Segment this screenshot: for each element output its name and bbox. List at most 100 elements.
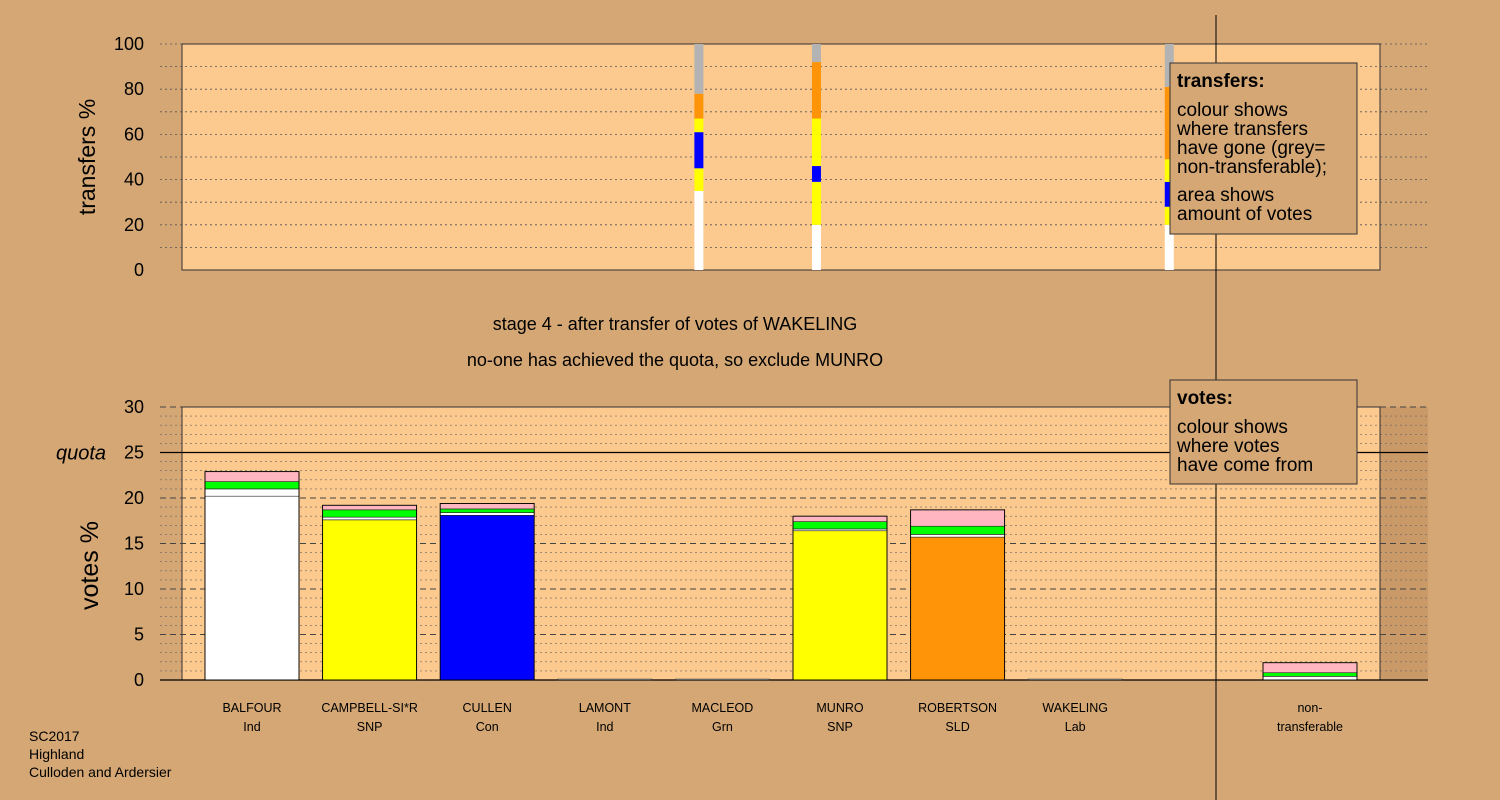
- transfer-segment: [1164, 206, 1174, 225]
- transfer-segment: [811, 44, 821, 63]
- votes-legend-box: [1169, 379, 1358, 485]
- vote-bar-outline: [322, 504, 418, 681]
- vote-segment: [1262, 676, 1358, 681]
- votes-y-tick-label: 15: [124, 534, 144, 554]
- candidate-party-label: Con: [476, 720, 499, 734]
- votes-y-axis-label: votes %: [76, 521, 104, 610]
- quota-label: quota: [56, 443, 106, 465]
- transfer-segment: [694, 132, 704, 169]
- vote-segment: [1262, 672, 1358, 677]
- vote-segment: [439, 508, 535, 513]
- candidate-name-label: CAMPBELL-SI*R: [321, 701, 418, 715]
- vote-segment: [1262, 662, 1358, 674]
- vote-segment: [910, 509, 1005, 527]
- vote-bar-outline: [910, 509, 1006, 681]
- transfers-legend-box: [1169, 62, 1358, 235]
- candidate-party-label: transferable: [1277, 720, 1343, 734]
- candidate-party-label: Ind: [596, 720, 613, 734]
- transfers-legend-text: where transfers: [1176, 119, 1308, 140]
- transfer-segment: [1164, 86, 1174, 160]
- transfer-segment: [811, 181, 821, 225]
- vote-segment: [910, 536, 1005, 681]
- candidate-party-label: Ind: [243, 720, 260, 734]
- vote-bar-outline: [204, 471, 300, 681]
- candidate-party-label: Grn: [712, 720, 733, 734]
- candidate-name-label: non-: [1297, 701, 1322, 715]
- votes-legend-text: where votes: [1176, 436, 1279, 457]
- transfers-legend-text: amount of votes: [1177, 204, 1312, 225]
- candidate-name-label: MACLEOD: [691, 701, 753, 715]
- vote-segment: [792, 515, 888, 522]
- candidate-name-label: ROBERTSON: [918, 701, 997, 715]
- vote-segment: [792, 530, 888, 681]
- vote-segment: [204, 481, 300, 490]
- vote-segment: [204, 495, 300, 681]
- transfers-y-tick-label: 60: [124, 124, 144, 144]
- candidate-name-label: BALFOUR: [222, 701, 281, 715]
- vote-segment: [439, 514, 535, 681]
- vote-segment: [322, 519, 417, 681]
- transfers-y-tick-label: 20: [124, 215, 144, 235]
- candidate-party-label: SNP: [357, 720, 383, 734]
- transfers-legend-text: non-transferable);: [1177, 157, 1327, 178]
- transfer-segment: [1164, 181, 1174, 207]
- transfers-y-tick-label: 100: [114, 34, 144, 54]
- constituency-footer: SC2017 Highland Culloden and Ardersier: [29, 727, 171, 781]
- vote-segment: [675, 678, 770, 681]
- transfer-segment: [1164, 159, 1174, 182]
- transfers-legend-text: area shows: [1177, 185, 1274, 206]
- vote-segment: [204, 488, 300, 497]
- stage-title: stage 4 - after transfer of votes of WAK…: [493, 314, 857, 334]
- transfer-segment: [694, 168, 704, 191]
- transfers-plot-frame: [181, 43, 1381, 271]
- vote-segment: [322, 516, 417, 521]
- vote-bar-outline: [439, 503, 535, 681]
- transfer-segment: [811, 166, 821, 182]
- candidate-name-label: LAMONT: [579, 701, 631, 715]
- transfer-segment: [1164, 44, 1174, 87]
- candidate-name-label: WAKELING: [1042, 701, 1108, 715]
- transfer-segment: [811, 62, 821, 119]
- transfers-y-axis-label: transfers %: [74, 99, 100, 215]
- transfer-segment: [811, 118, 821, 167]
- transfer-segment: [694, 93, 704, 119]
- vote-segment: [204, 471, 300, 482]
- votes-y-tick-label: 25: [124, 443, 144, 463]
- vote-segment: [910, 534, 1005, 538]
- transfer-segment: [694, 118, 704, 133]
- vote-segment: [792, 521, 888, 530]
- transfer-segment: [694, 190, 704, 270]
- candidate-party-label: SLD: [945, 720, 969, 734]
- vote-segment: [322, 509, 417, 518]
- candidate-name-label: MUNRO: [816, 701, 863, 715]
- transfers-y-tick-label: 40: [124, 170, 144, 190]
- votes-y-tick-label: 5: [134, 625, 144, 645]
- transfer-segment: [811, 224, 821, 270]
- vote-segment: [322, 504, 417, 511]
- transfer-segment: [1164, 224, 1174, 270]
- candidate-name-label: CULLEN: [463, 701, 512, 715]
- votes-legend-text: colour shows: [1177, 417, 1288, 438]
- council-label: Highland: [29, 746, 85, 762]
- transfers-y-tick-label: 0: [134, 260, 144, 280]
- vote-segment: [439, 503, 535, 510]
- votes-y-tick-label: 10: [124, 579, 144, 599]
- votes-y-tick-label: 30: [124, 397, 144, 417]
- vote-bar-outline: [792, 515, 888, 681]
- ward-label: Culloden and Ardersier: [29, 764, 172, 780]
- vote-segment: [557, 678, 653, 681]
- stage-subtitle: no-one has achieved the quota, so exclud…: [467, 350, 883, 370]
- candidate-party-label: Lab: [1065, 720, 1086, 734]
- votes-y-tick-label: 0: [134, 670, 144, 690]
- votes-legend-text: have come from: [1177, 455, 1313, 476]
- votes-legend-title: votes:: [1177, 388, 1233, 409]
- transfers-legend-text: colour shows: [1177, 100, 1288, 121]
- vote-bar-outline: [1262, 662, 1358, 681]
- transfers-y-tick-label: 80: [124, 79, 144, 99]
- transfers-legend-text: have gone (grey=: [1177, 138, 1325, 159]
- vote-segment: [910, 525, 1005, 535]
- candidate-party-label: SNP: [827, 720, 853, 734]
- vote-segment: [439, 512, 535, 516]
- transfer-segment: [694, 44, 704, 94]
